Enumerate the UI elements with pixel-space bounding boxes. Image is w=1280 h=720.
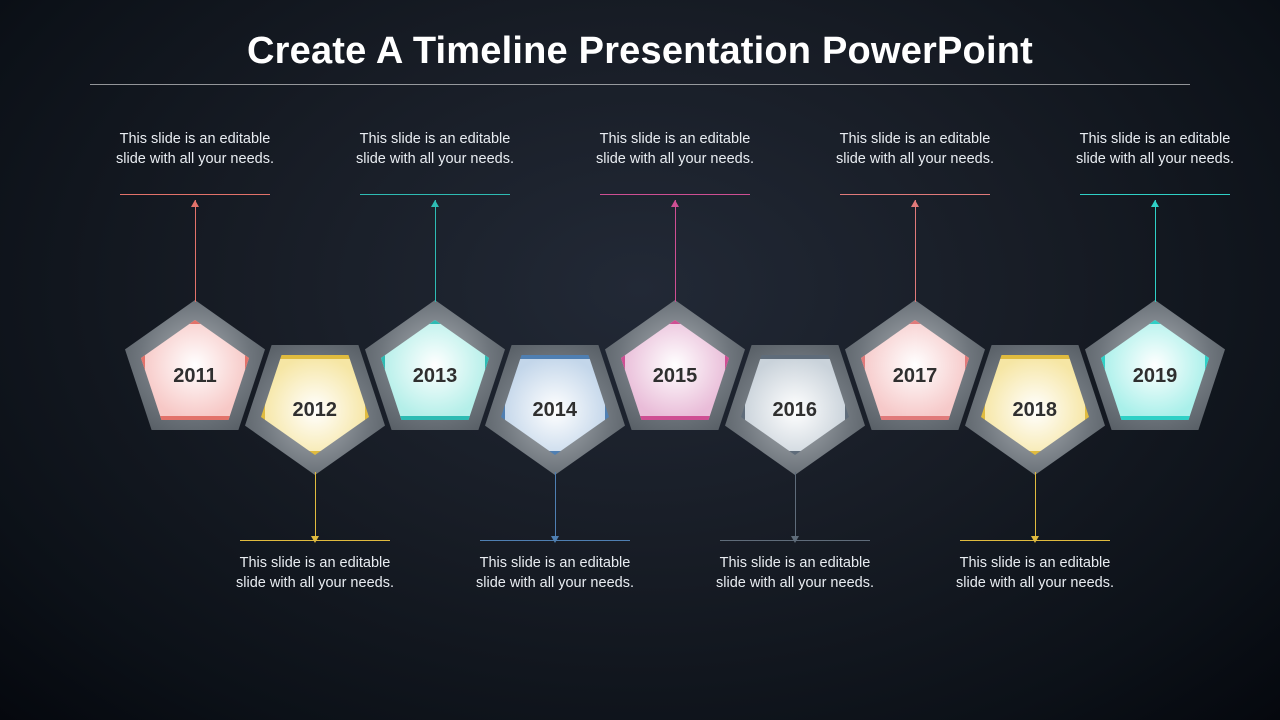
milestone-desc: This slide is an editable slide with all… [595,130,755,169]
year-label: 2018 [1013,400,1058,423]
desc-rule [720,540,870,541]
year-label: 2016 [773,400,818,423]
desc-rule [240,540,390,541]
milestone-desc: This slide is an editable slide with all… [475,554,635,593]
desc-rule [120,194,270,195]
year-label: 2014 [533,400,578,423]
year-label: 2011 [173,365,216,388]
year-label: 2013 [413,365,458,388]
year-label: 2019 [1133,365,1178,388]
timeline-stage: 2011 This slide is an editable slide with… [0,0,1280,720]
year-label: 2015 [653,365,698,388]
milestone-desc: This slide is an editable slide with all… [235,554,395,593]
milestone-desc: This slide is an editable slide with all… [835,130,995,169]
milestone-desc: This slide is an editable slide with all… [955,554,1115,593]
desc-rule [600,194,750,195]
milestone-desc: This slide is an editable slide with all… [115,130,275,169]
desc-rule [480,540,630,541]
milestone-desc: This slide is an editable slide with all… [355,130,515,169]
milestone-desc: This slide is an editable slide with all… [1075,130,1235,169]
desc-rule [840,194,990,195]
desc-rule [1080,194,1230,195]
year-label: 2012 [293,400,338,423]
desc-rule [960,540,1110,541]
desc-rule [360,194,510,195]
milestone-desc: This slide is an editable slide with all… [715,554,875,593]
year-label: 2017 [893,365,938,388]
